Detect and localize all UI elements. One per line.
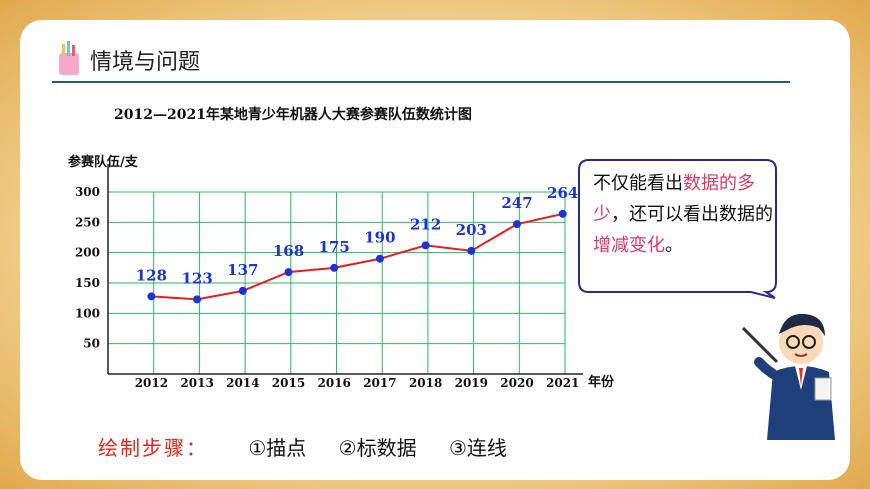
data-label: 264 [547, 184, 578, 202]
data-label: 203 [456, 221, 487, 239]
x-tick-label: 2019 [455, 376, 488, 390]
data-label: 212 [410, 215, 441, 233]
y-tick-label: 50 [83, 337, 100, 351]
header-divider [52, 81, 790, 83]
speech-bubble [578, 159, 777, 299]
step-connect-lines: ③连线 [448, 436, 507, 460]
data-point [558, 209, 567, 218]
callout-segment: 。 [665, 235, 683, 256]
data-label: 137 [227, 261, 258, 279]
y-tick-label: 100 [75, 306, 100, 320]
x-tick-label: 2012 [135, 376, 168, 390]
y-tick-label: 300 [75, 185, 100, 199]
data-point [513, 220, 522, 229]
callout-highlight: 数据的多少 [593, 173, 755, 225]
callout-highlight: 增减变化 [593, 235, 665, 256]
x-tick-label: 2017 [363, 376, 396, 390]
data-point [375, 254, 384, 263]
data-point [467, 246, 476, 255]
y-tick-label: 150 [75, 276, 100, 290]
data-point [193, 295, 202, 304]
step-plot-points: ①描点 [248, 436, 307, 460]
x-tick-label: 2018 [409, 376, 442, 390]
steps-label: 绘制步骤： [98, 436, 208, 460]
data-point [284, 268, 293, 277]
series-line [151, 212, 563, 301]
y-tick-label: 250 [75, 215, 100, 229]
drawing-steps: 绘制步骤： ①描点 ②标数据 ③连线 [98, 432, 533, 461]
data-point [330, 263, 339, 272]
y-tick-label: 200 [75, 246, 100, 260]
callout-segment: 不仅能看出 [593, 173, 683, 194]
callout-segment: ，还可以看出数据的 [611, 204, 773, 225]
x-tick-label: 2020 [500, 376, 533, 390]
chart-title: 2012—2021年某地青少年机器人大赛参赛队伍数统计图 [114, 107, 472, 123]
data-point [147, 292, 156, 301]
y-axis-label: 参赛队伍/支 [68, 154, 139, 170]
x-tick-label: 2021 [546, 376, 579, 390]
data-label: 168 [273, 242, 304, 260]
x-tick-label: 2013 [180, 376, 213, 390]
x-tick-label: 2015 [272, 376, 305, 390]
data-label: 123 [181, 269, 212, 287]
x-tick-label: 2016 [318, 376, 351, 390]
data-label: 128 [136, 266, 167, 284]
data-label: 247 [501, 194, 532, 212]
x-tick-label: 2014 [226, 376, 259, 390]
data-label: 175 [319, 238, 350, 256]
data-point [238, 286, 247, 295]
callout-text: 不仅能看出数据的多少，还可以看出数据的增减变化。 [593, 168, 773, 261]
data-label: 190 [364, 229, 395, 247]
page-title: 情境与问题 [90, 50, 201, 75]
data-point [421, 241, 430, 250]
step-label-data: ②标数据 [338, 436, 417, 460]
teacher-illustration [741, 313, 835, 440]
x-axis-label: 年份 [588, 374, 615, 390]
pencil-cup-icon [59, 41, 79, 75]
